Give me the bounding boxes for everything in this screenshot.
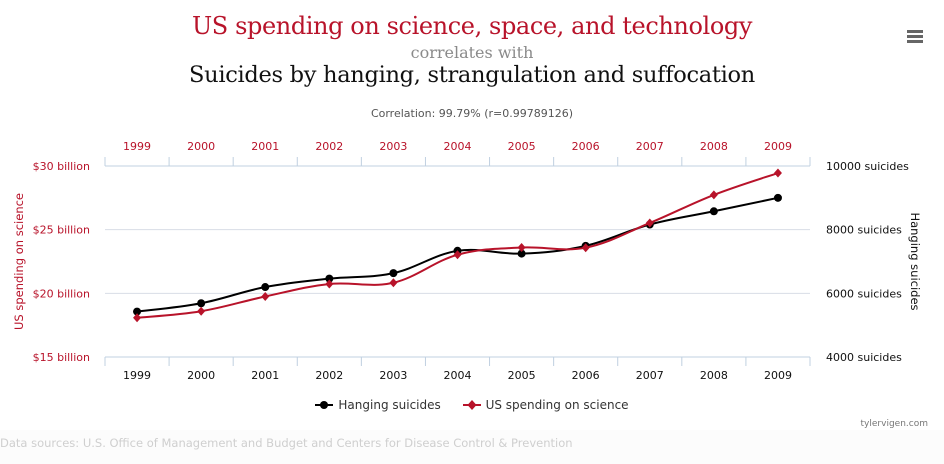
footer-band xyxy=(0,430,944,464)
data-sources: Data sources: U.S. Office of Management … xyxy=(0,436,573,450)
menu-bar xyxy=(907,30,923,33)
data-point-us-spending xyxy=(645,218,654,228)
data-point-us-spending xyxy=(517,243,526,253)
left-tick-label: $20 billion xyxy=(33,287,90,300)
x-bottom-label: 2001 xyxy=(251,369,279,382)
x-bottom-label: 2009 xyxy=(764,369,792,382)
x-bottom-label: 2000 xyxy=(187,369,215,382)
data-point-us-spending xyxy=(197,306,206,316)
data-point-hanging-suicides xyxy=(197,299,206,308)
chart-title-variable-2: Suicides by hanging, strangulation and s… xyxy=(189,62,755,88)
left-tick-label: $25 billion xyxy=(33,224,90,237)
legend-item-us-spending[interactable]: US spending on science xyxy=(462,398,629,412)
x-top-label: 2003 xyxy=(379,140,407,153)
x-top-label: 2002 xyxy=(315,140,343,153)
correlation-text: Correlation: 99.79% (r=0.99789126) xyxy=(370,107,574,120)
x-bottom-label: 2004 xyxy=(444,369,472,382)
data-point-us-spending xyxy=(325,279,334,289)
x-top-label: 2004 xyxy=(444,140,472,153)
right-tick-label: 8000 suicides xyxy=(826,224,902,237)
data-point-us-spending xyxy=(581,243,590,253)
data-point-hanging-suicides xyxy=(261,283,270,292)
right-tick-label: 4000 suicides xyxy=(826,351,902,364)
x-top-label: 2007 xyxy=(636,140,664,153)
data-point-us-spending xyxy=(709,190,718,200)
x-top-label: 2001 xyxy=(251,140,279,153)
x-top-label: 2006 xyxy=(572,140,600,153)
line-chart: $30 billion $25 billion $20 billion $15 bil… xyxy=(12,140,922,382)
data-point-us-spending xyxy=(133,313,142,323)
right-axis-title: Hanging suicides xyxy=(908,212,922,310)
credit-link[interactable]: tylervigen.com xyxy=(860,419,928,429)
data-point-us-spending xyxy=(453,250,462,260)
data-point-hanging-suicides xyxy=(709,207,718,216)
legend-label: US spending on science xyxy=(485,398,629,412)
data-point-hanging-suicides xyxy=(773,193,782,202)
left-tick-label: $30 billion xyxy=(33,160,90,173)
data-point-hanging-suicides xyxy=(325,274,334,283)
data-point-us-spending xyxy=(389,278,398,288)
circle-marker-icon xyxy=(315,401,334,409)
data-point-hanging-suicides xyxy=(389,269,398,278)
x-bottom-label: 2002 xyxy=(315,369,343,382)
x-bottom-label: 2007 xyxy=(636,369,664,382)
x-top-label: 2008 xyxy=(700,140,728,153)
menu-bar xyxy=(907,35,923,38)
data-point-us-spending xyxy=(773,168,782,178)
menu-bar xyxy=(907,40,923,43)
x-top-label: 2005 xyxy=(508,140,536,153)
legend-label: Hanging suicides xyxy=(338,398,441,412)
data-point-hanging-suicides xyxy=(517,249,526,258)
legend-item-hanging-suicides[interactable]: Hanging suicides xyxy=(315,398,441,412)
right-tick-label: 6000 suicides xyxy=(826,287,902,300)
diamond-marker-icon xyxy=(462,400,481,410)
left-axis-title: US spending on science xyxy=(12,193,26,330)
legend: Hanging suicides US spending on science xyxy=(0,398,944,413)
x-top-label: 2009 xyxy=(764,140,792,153)
x-bottom-label: 2008 xyxy=(700,369,728,382)
hamburger-menu-icon[interactable] xyxy=(903,26,927,46)
x-top-label: 1999 xyxy=(123,140,151,153)
data-point-hanging-suicides xyxy=(133,307,142,316)
x-bottom-label: 2005 xyxy=(508,369,536,382)
right-tick-label: 10000 suicides xyxy=(826,160,909,173)
chart-title-connector: correlates with xyxy=(410,43,534,62)
x-bottom-label: 1999 xyxy=(123,369,151,382)
data-point-us-spending xyxy=(261,291,270,301)
x-bottom-label: 2006 xyxy=(572,369,600,382)
left-tick-label: $15 billion xyxy=(33,351,90,364)
x-top-label: 2000 xyxy=(187,140,215,153)
x-bottom-label: 2003 xyxy=(379,369,407,382)
chart-title-variable-1: US spending on science, space, and techn… xyxy=(191,12,752,40)
